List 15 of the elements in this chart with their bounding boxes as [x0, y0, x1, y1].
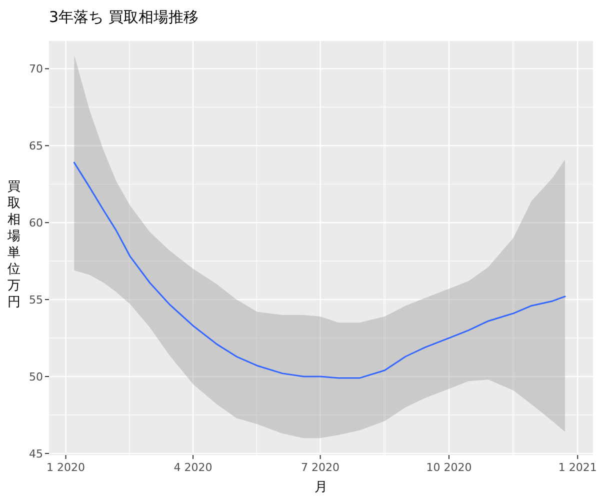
chart-title: 3年落ち 買取相場推移: [49, 8, 198, 26]
y-tick-label: 65: [29, 140, 43, 153]
y-tick-label: 50: [29, 370, 43, 384]
y-tick-label: 60: [29, 216, 43, 230]
x-tick-label: 1 2021: [558, 461, 597, 474]
x-tick-label: 10 2020: [426, 461, 472, 474]
line-series: [73, 162, 566, 379]
x-axis-title: 月: [314, 480, 328, 495]
x-tick-label: 1 2020: [46, 461, 86, 474]
y-tick-label: 45: [29, 447, 43, 460]
y-tick-label: 70: [29, 62, 43, 76]
y-tick-label: 55: [29, 294, 43, 307]
x-tick-label: 4 2020: [174, 461, 212, 474]
x-tick-label: 7 2020: [301, 461, 340, 474]
y-axis-title: 買取相場単位万円: [6, 179, 20, 310]
